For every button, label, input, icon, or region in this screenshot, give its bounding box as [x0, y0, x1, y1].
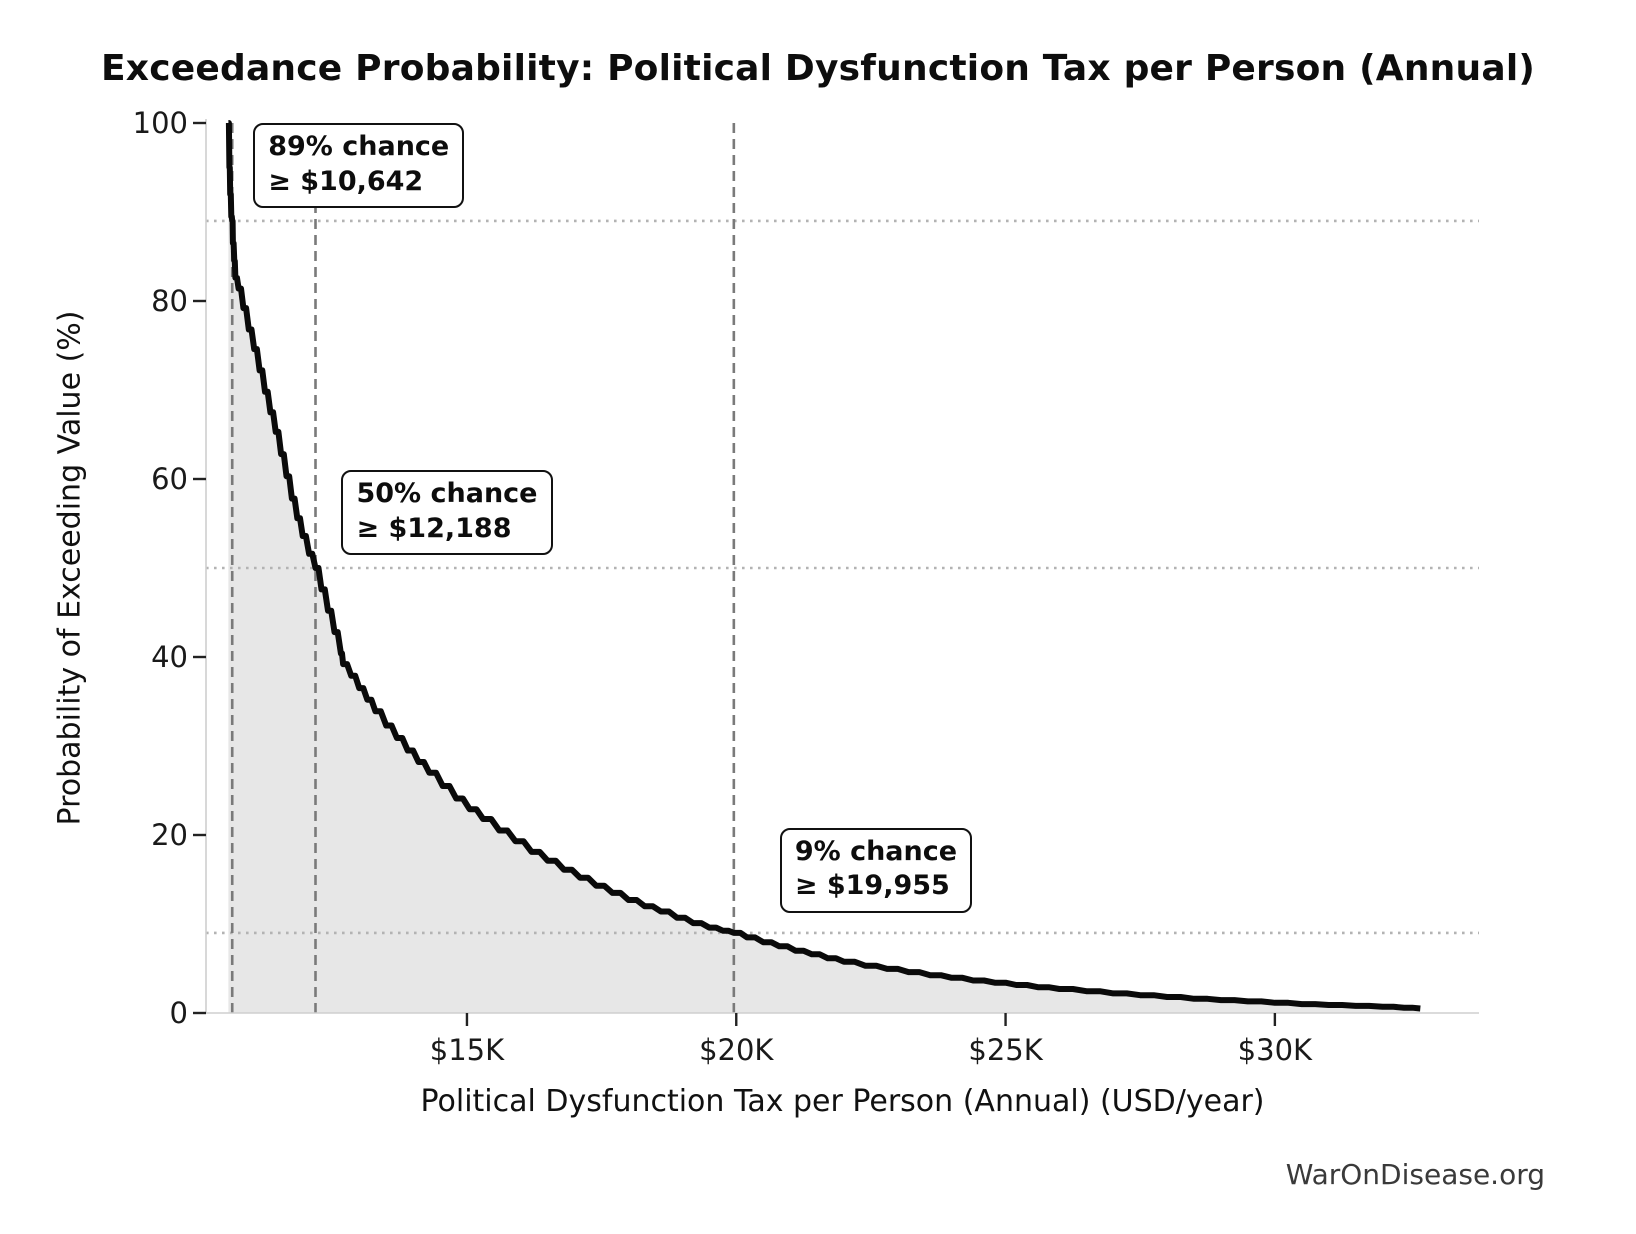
annotation-9-percent: 9% chance ≥ $19,955	[779, 827, 973, 913]
chart-title: Exceedance Probability: Political Dysfun…	[100, 48, 1536, 89]
annotation-line: ≥ $10,642	[268, 165, 424, 197]
axis-spines-group	[205, 119, 1479, 1014]
annotation-line: 9% chance	[794, 835, 958, 867]
x-tick-label: $20K	[699, 1033, 774, 1067]
exceedance-curve	[225, 120, 1421, 1012]
y-axis-label: Probability of Exceeding Value (%)	[52, 310, 88, 826]
y-tick-label: 0	[169, 996, 188, 1030]
exceedance-curve-group	[225, 120, 1421, 1012]
y-tick-label: 20	[151, 818, 188, 852]
x-tick-label: $15K	[429, 1033, 505, 1067]
annotation-line: ≥ $19,955	[794, 870, 950, 902]
axis-tick-marks-group	[193, 121, 1277, 1026]
annotation-line: ≥ $12,188	[356, 512, 512, 544]
watermark: WarOnDisease.org	[1285, 1158, 1545, 1191]
shaded-area	[228, 123, 1421, 1013]
annotation-89-percent: 89% chance ≥ $10,642	[253, 123, 465, 209]
y-tick-label: 60	[151, 462, 188, 496]
x-tick-label: $30K	[1237, 1033, 1313, 1067]
x-axis-label: Political Dysfunction Tax per Person (An…	[420, 1084, 1265, 1119]
y-tick-label: 80	[151, 284, 188, 318]
annotation-line: 50% chance	[356, 478, 538, 510]
y-tick-label: 40	[151, 640, 188, 674]
shaded-area-group	[228, 123, 1421, 1013]
annotation-line: 89% chance	[268, 131, 450, 162]
annotation-50-percent: 50% chance ≥ $12,188	[341, 470, 553, 556]
y-tick-label: 100	[132, 106, 188, 140]
x-tick-label: $25K	[968, 1033, 1043, 1067]
